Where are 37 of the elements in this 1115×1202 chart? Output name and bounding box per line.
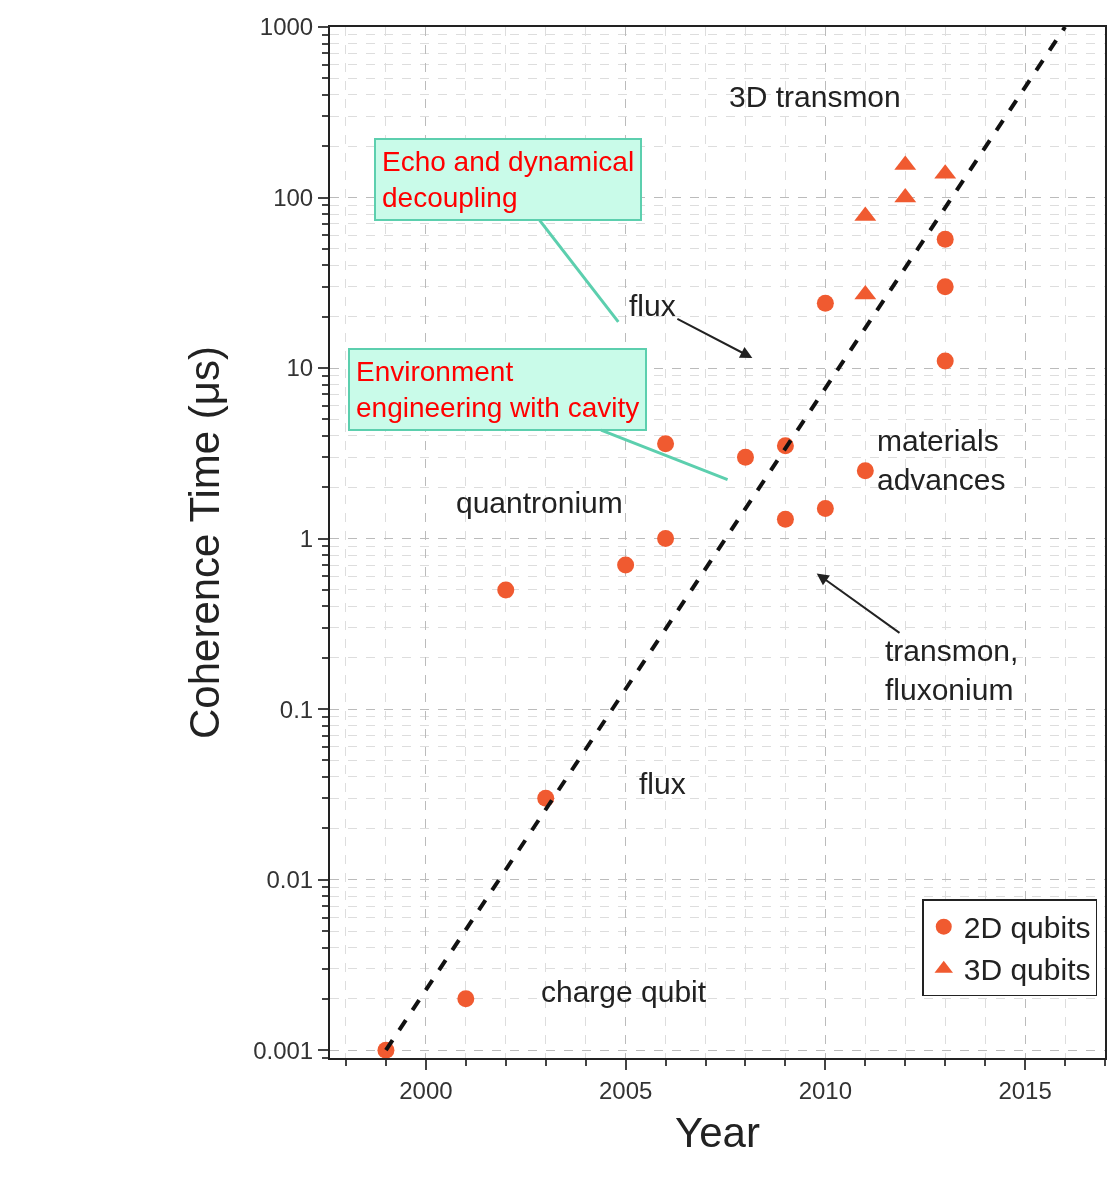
annotation: charge qubit [541, 975, 707, 1008]
point [776, 510, 794, 528]
annotation: flux [639, 767, 686, 800]
point [736, 448, 754, 466]
y-tick-label: 1000 [259, 13, 314, 41]
y-axis-title: Coherence Time (μs) [181, 346, 229, 739]
point [816, 294, 834, 312]
y-tick-label: 0.1 [279, 695, 314, 723]
point [936, 352, 954, 370]
legend-label: 3D qubits [963, 953, 1091, 987]
y-tick-label: 10 [286, 354, 314, 382]
point [936, 278, 954, 296]
point [457, 990, 475, 1008]
annotation: 3D transmon [729, 80, 901, 113]
point [617, 556, 635, 574]
x-tick-label: 2005 [598, 1076, 653, 1104]
point [856, 462, 874, 480]
annotation: Echo and dynamical decoupling [382, 146, 635, 214]
x-tick-label: 2000 [399, 1076, 453, 1104]
annotation: quantronium [456, 486, 623, 519]
x-tick-label: 2010 [798, 1076, 853, 1104]
x-tick-label: 2015 [998, 1076, 1052, 1104]
point [657, 435, 675, 453]
point [816, 500, 834, 518]
annotation: transmon, fluxonium [885, 634, 1019, 706]
annotation: Environment engineering with cavity [356, 356, 640, 424]
annotation: materials advances [877, 424, 1006, 496]
y-tick-label: 0.001 [253, 1036, 314, 1064]
y-tick-label: 100 [273, 183, 314, 211]
annotation: flux [629, 289, 676, 322]
point [936, 230, 954, 248]
y-tick-label: 0.01 [266, 866, 314, 894]
y-tick-label: 1 [299, 525, 314, 552]
x-axis-title: Year [675, 1109, 760, 1157]
point [657, 530, 675, 548]
point [497, 581, 515, 599]
legend-label: 2D qubits [963, 911, 1091, 945]
